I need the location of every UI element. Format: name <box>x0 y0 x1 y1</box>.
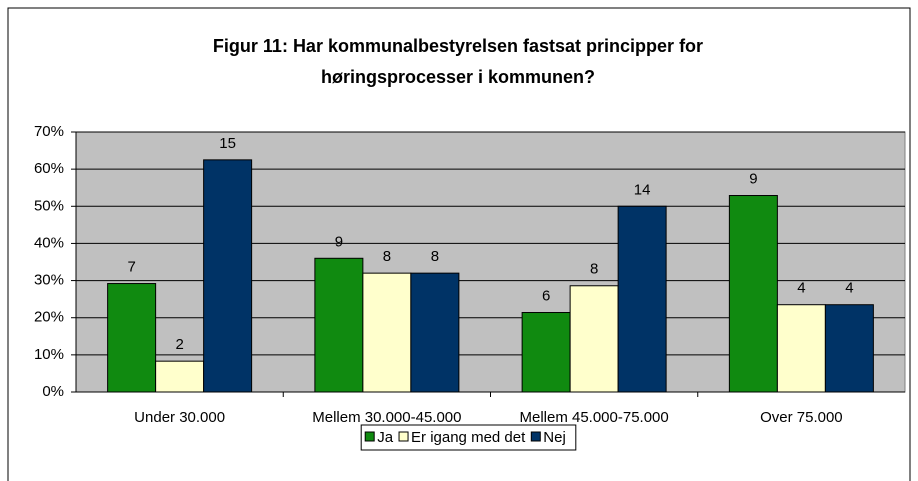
legend-swatch <box>398 431 409 442</box>
bar <box>521 312 571 393</box>
bar <box>569 285 619 393</box>
bar <box>203 159 253 393</box>
x-tick-label: Over 75.000 <box>760 409 843 426</box>
y-tick-label: 30% <box>34 272 64 289</box>
chart-title: høringsprocesser i kommunen? <box>321 67 595 87</box>
legend-swatch <box>530 431 541 442</box>
y-tick-label: 70% <box>34 123 64 140</box>
y-tick-label: 50% <box>34 197 64 214</box>
bar <box>362 272 412 393</box>
data-label: 15 <box>219 135 236 152</box>
bar <box>617 205 667 393</box>
data-label: 2 <box>175 336 183 353</box>
data-label: 8 <box>590 261 598 278</box>
data-label: 4 <box>797 280 805 297</box>
legend-box <box>360 424 577 451</box>
legend-label: Er igang med det <box>411 429 526 446</box>
x-tick-label: Mellem 45.000-75.000 <box>519 409 668 426</box>
bar <box>155 360 205 393</box>
data-label: 8 <box>383 248 391 265</box>
bar <box>107 283 157 393</box>
data-label: 9 <box>749 170 757 187</box>
y-tick-label: 20% <box>34 309 64 326</box>
chart-title: Figur 11: Har kommunalbestyrelsen fastsa… <box>213 36 703 56</box>
legend: Ja Er igang med det Nej <box>360 424 577 451</box>
y-tick-label: 10% <box>34 346 64 363</box>
bar <box>824 304 874 393</box>
legend-label: Nej <box>543 429 566 446</box>
data-label: 9 <box>335 233 343 250</box>
x-tick-label: Under 30.000 <box>134 409 225 426</box>
data-label: 8 <box>431 248 439 265</box>
bar <box>314 257 364 393</box>
data-label: 7 <box>127 259 135 276</box>
x-tick-label: Mellem 30.000-45.000 <box>312 409 461 426</box>
data-label: 14 <box>634 181 651 198</box>
bar <box>410 272 460 393</box>
bar <box>728 195 778 393</box>
legend-label: Ja <box>377 429 394 446</box>
y-tick-label: 60% <box>34 160 64 177</box>
bar <box>776 304 826 393</box>
data-label: 6 <box>542 287 550 304</box>
y-tick-label: 40% <box>34 234 64 251</box>
y-tick-label: 0% <box>42 383 64 400</box>
legend-swatch <box>364 431 375 442</box>
data-label: 4 <box>845 280 853 297</box>
